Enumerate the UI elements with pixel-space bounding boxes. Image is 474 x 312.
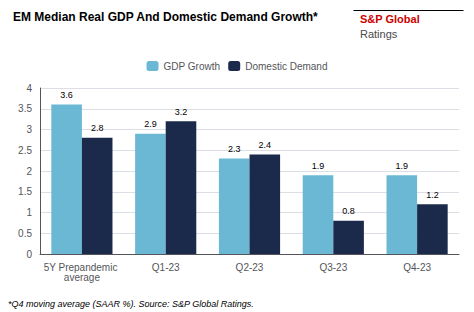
svg-text:Q4-23: Q4-23	[403, 262, 431, 273]
svg-text:4: 4	[26, 83, 32, 94]
svg-text:3: 3	[26, 124, 32, 135]
svg-text:1: 1	[26, 207, 32, 218]
svg-text:1.9: 1.9	[312, 161, 325, 171]
svg-text:2.8: 2.8	[91, 123, 104, 133]
svg-text:*Q4 moving average (SAAR %). S: *Q4 moving average (SAAR %). Source: S&P…	[8, 299, 254, 309]
svg-text:3.2: 3.2	[175, 107, 188, 117]
svg-text:1.9: 1.9	[396, 161, 409, 171]
svg-text:average: average	[64, 272, 101, 283]
svg-text:Q3-23: Q3-23	[319, 262, 347, 273]
svg-text:2.3: 2.3	[228, 144, 241, 154]
svg-text:Ratings: Ratings	[360, 28, 398, 40]
svg-text:Domestic Demand: Domestic Demand	[245, 61, 327, 72]
svg-text:0: 0	[26, 249, 32, 260]
svg-text:1.5: 1.5	[18, 186, 32, 197]
svg-text:EM Median Real GDP And Domesti: EM Median Real GDP And Domestic Demand G…	[13, 10, 318, 24]
svg-text:2: 2	[26, 166, 32, 177]
svg-text:S&P Global: S&P Global	[360, 13, 420, 25]
svg-text:5Y Prepandemic: 5Y Prepandemic	[43, 261, 121, 273]
svg-text:GDP Growth: GDP Growth	[164, 61, 221, 72]
svg-text:Q1-23: Q1-23	[152, 262, 180, 273]
svg-text:Q2-23: Q2-23	[236, 262, 264, 273]
svg-text:2.9: 2.9	[144, 119, 157, 129]
svg-text:2.4: 2.4	[259, 140, 272, 150]
svg-text:2.5: 2.5	[18, 145, 32, 156]
svg-text:1.2: 1.2	[426, 190, 439, 200]
svg-text:3.6: 3.6	[60, 90, 73, 100]
svg-text:3.5: 3.5	[18, 103, 32, 114]
svg-text:0.5: 0.5	[18, 228, 32, 239]
svg-text:0.8: 0.8	[342, 206, 355, 216]
